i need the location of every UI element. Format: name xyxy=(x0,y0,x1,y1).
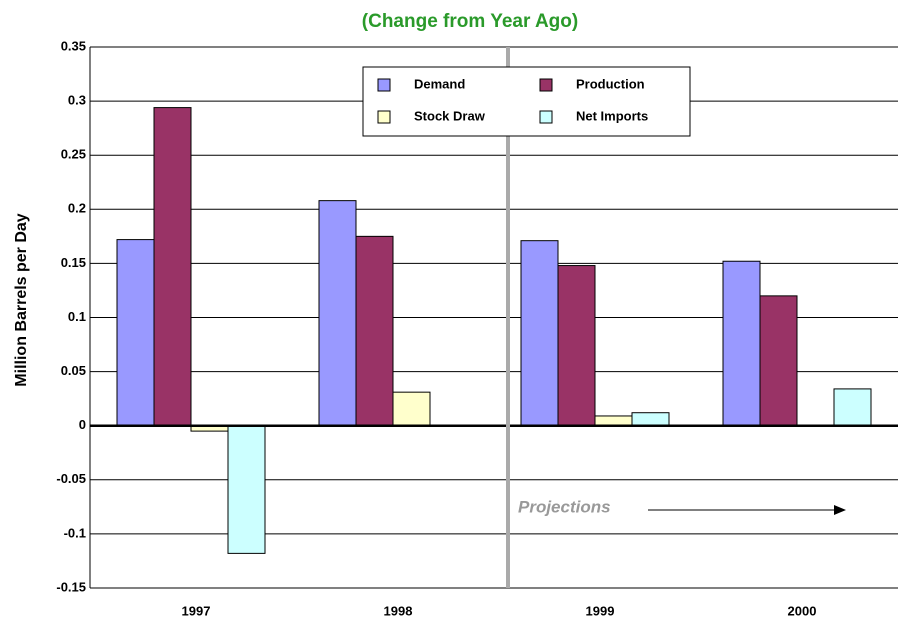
annotation: Projections xyxy=(518,497,611,516)
bar xyxy=(594,415,633,427)
bar xyxy=(833,388,872,427)
arrow-head xyxy=(834,505,846,515)
bar xyxy=(227,425,266,554)
legend-swatch xyxy=(539,110,553,124)
legend-box xyxy=(362,66,691,137)
x-tick-label: 1998 xyxy=(384,603,413,618)
bar xyxy=(557,265,596,427)
y-tick-label: 0.2 xyxy=(68,201,86,216)
y-tick-label: -0.1 xyxy=(64,525,86,540)
y-tick-label: 0 xyxy=(79,417,86,432)
legend-label: Demand xyxy=(414,76,465,91)
bar xyxy=(116,239,155,427)
x-tick-label: 2000 xyxy=(788,603,817,618)
y-tick-label: 0.15 xyxy=(61,255,86,270)
y-tick-label: 0.35 xyxy=(61,38,86,53)
x-tick-label: 1999 xyxy=(586,603,615,618)
y-tick-label: -0.05 xyxy=(56,471,86,486)
bar xyxy=(631,412,670,427)
bar xyxy=(520,240,559,427)
y-tick-label: 0.3 xyxy=(68,93,86,108)
y-tick-label: 0.05 xyxy=(61,363,86,378)
y-axis-label: Million Barrels per Day xyxy=(13,213,30,386)
y-tick-label: 0.1 xyxy=(68,309,86,324)
chart-title: (Change from Year Ago) xyxy=(362,11,578,32)
bar xyxy=(392,391,431,427)
legend-swatch xyxy=(539,78,553,92)
legend-label: Production xyxy=(576,76,645,91)
legend-swatch xyxy=(377,78,391,92)
y-tick-label: -0.15 xyxy=(56,579,86,594)
bar xyxy=(153,107,192,427)
legend-label: Stock Draw xyxy=(414,108,486,123)
bar xyxy=(722,260,761,427)
x-tick-label: 1997 xyxy=(182,603,211,618)
bar xyxy=(355,235,394,427)
bar xyxy=(759,295,798,427)
legend-swatch xyxy=(377,110,391,124)
bar xyxy=(318,200,357,427)
legend-label: Net Imports xyxy=(576,108,648,123)
y-tick-label: 0.25 xyxy=(61,147,86,162)
